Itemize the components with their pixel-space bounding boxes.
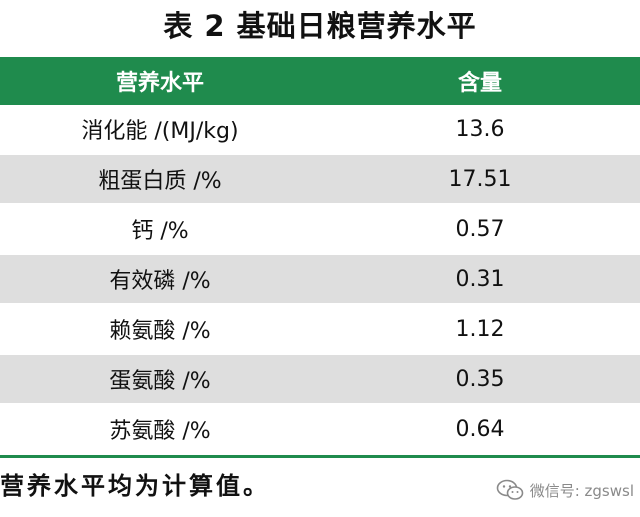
row-nutrient: 粗蛋白质 /% (98, 169, 222, 194)
watermark-text: 微信号: zgswsl (529, 481, 634, 500)
row-nutrient: 钙 /% (131, 219, 189, 244)
table-row: 蛋氨酸 /% 0.35 (0, 355, 640, 405)
table-footnote: 营养水平均为计算值。 (0, 471, 270, 500)
table-row: 消化能 /(MJ/kg) 13.6 (0, 105, 640, 155)
row-nutrient: 消化能 /(MJ/kg) (81, 119, 239, 144)
table-row: 钙 /% 0.57 (0, 205, 640, 255)
row-value: 0.31 (455, 266, 505, 292)
row-nutrient: 赖氨酸 /% (109, 319, 211, 344)
row-value: 17.51 (448, 166, 512, 192)
row-value: 0.57 (455, 216, 505, 242)
table-row: 粗蛋白质 /% 17.51 (0, 155, 640, 205)
table-bottom-rule (0, 455, 640, 458)
row-nutrient: 蛋氨酸 /% (109, 369, 211, 394)
table-title: 表 2 基础日粮营养水平 (163, 9, 477, 43)
table-row: 苏氨酸 /% 0.64 (0, 405, 640, 455)
nutrition-table: 营养水平 含量 消化能 /(MJ/kg) 13.6 粗蛋白质 /% 17.51 … (0, 57, 640, 455)
row-nutrient: 有效磷 /% (109, 269, 211, 294)
row-nutrient: 苏氨酸 /% (109, 419, 211, 444)
row-value: 13.6 (455, 116, 505, 142)
wechat-icon (496, 479, 524, 500)
header-content: 含量 (457, 71, 502, 96)
header-nutrient: 营养水平 (115, 71, 204, 96)
row-value: 0.64 (455, 416, 505, 442)
table-row: 有效磷 /% 0.31 (0, 255, 640, 305)
table-row: 赖氨酸 /% 1.12 (0, 305, 640, 355)
watermark: 微信号: zgswsl (496, 478, 634, 502)
row-value: 0.35 (455, 366, 505, 392)
row-value: 1.12 (455, 316, 505, 342)
table-header-row: 营养水平 含量 (0, 57, 640, 105)
